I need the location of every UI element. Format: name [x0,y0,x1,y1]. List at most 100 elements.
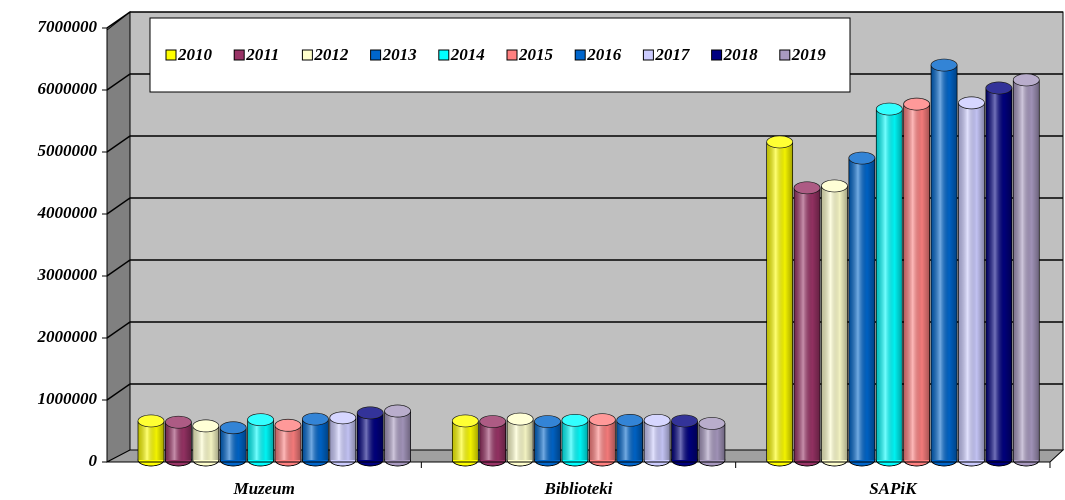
bar-top-shade [138,414,164,427]
bar-top-shade [958,96,985,109]
bar-outline [793,187,821,467]
bar [903,97,931,467]
bar [643,413,671,467]
bar-top [643,413,671,427]
y-tick-label: 7000000 [38,17,98,36]
bars [137,58,1040,467]
bar-outline [219,427,247,467]
bar-top [958,96,985,110]
bar-top [561,413,589,427]
bar-top [616,413,644,427]
bar-top [930,58,958,72]
legend-label: 2016 [586,45,622,64]
bar-outline [766,141,794,467]
legend-label: 2014 [450,45,485,64]
legend-swatch [438,49,450,61]
bar-top [274,418,302,432]
bar-top-shade [561,414,588,427]
x-tick-label: Biblioteki [544,479,613,498]
bar-top-shade [275,419,301,432]
bar-shade [848,158,875,460]
legend-swatch [370,49,382,61]
legend-swatch [301,49,313,61]
bar-shade [644,420,671,460]
legend-swatch [642,49,654,61]
bar-outline [561,420,589,467]
bar [561,413,589,467]
legend-swatch [574,49,586,61]
grid-line [106,197,1063,215]
bar-outline [958,102,985,467]
bar-top-shade [876,103,903,116]
bar [958,96,985,467]
y-tick-label: 0 [89,451,98,470]
legend-label: 2017 [654,45,691,64]
bar-outline [875,109,903,467]
legend: 2010 2011 2012 2013 2014 2015 2016 2017 2018 2019 [165,45,827,64]
bar [534,415,561,467]
bar-top [588,413,616,427]
bar-outline [643,420,671,467]
bar-top [247,413,274,427]
bar-top [329,411,357,425]
x-tick-label: SAPiK [869,479,918,498]
bar [1012,73,1040,467]
bar-outline [985,88,1013,467]
y-tick-label: 4000000 [37,203,98,222]
legend-swatch [233,49,245,61]
bar-top-shade [589,413,616,426]
bar-top [192,419,220,433]
bar [671,414,698,467]
bar-shade [903,104,930,461]
bar [479,415,507,467]
bar-shade [247,419,274,460]
bar-top-shade [507,413,534,426]
bar-shade [876,109,903,460]
legend-label: 2010 [177,45,213,64]
bar [302,412,329,467]
bar-top-shade [220,421,247,434]
bar-shade [561,420,588,460]
bar-top-shade [616,414,643,427]
bar-outline [821,185,848,467]
axes: 0 1000000 2000000 3000000 4000000 5000000 6000… [37,17,1051,498]
bar-shade [766,141,793,460]
bar-top [875,102,903,116]
legend-label: 2019 [791,45,827,64]
bar-top [219,421,247,435]
bar-outline [1012,79,1040,467]
bar-top-shade [766,135,793,148]
bar [616,413,644,467]
legend-label: 2018 [723,45,759,64]
bar [247,413,274,467]
bar-shade [534,421,561,460]
bar-top-shade [165,416,192,429]
bar [848,151,876,467]
bar-outline [479,421,507,467]
bar-top-shade [848,152,875,165]
bar-outline [165,422,192,467]
bar-top-shade [192,419,219,432]
bar [766,135,794,467]
bar-outline [356,412,384,467]
bar-outline [247,419,274,467]
bar-top [903,97,931,111]
bar-top-shade [1013,73,1040,86]
bar [451,414,479,467]
bar-shade [931,65,958,460]
bar-shade [507,419,534,460]
side-wall [106,10,131,463]
bar-shade [1013,79,1040,460]
bar [875,102,903,467]
y-tick-label: 5000000 [38,141,98,160]
legend-swatch [165,49,177,61]
bar-top [793,181,821,195]
bar-outline [274,425,302,467]
legend-swatch [711,49,723,61]
bar [356,406,384,467]
bar-outline [698,423,726,467]
bar-top-shade [247,413,274,426]
bar-top [137,414,165,428]
bar-top [1012,73,1040,87]
